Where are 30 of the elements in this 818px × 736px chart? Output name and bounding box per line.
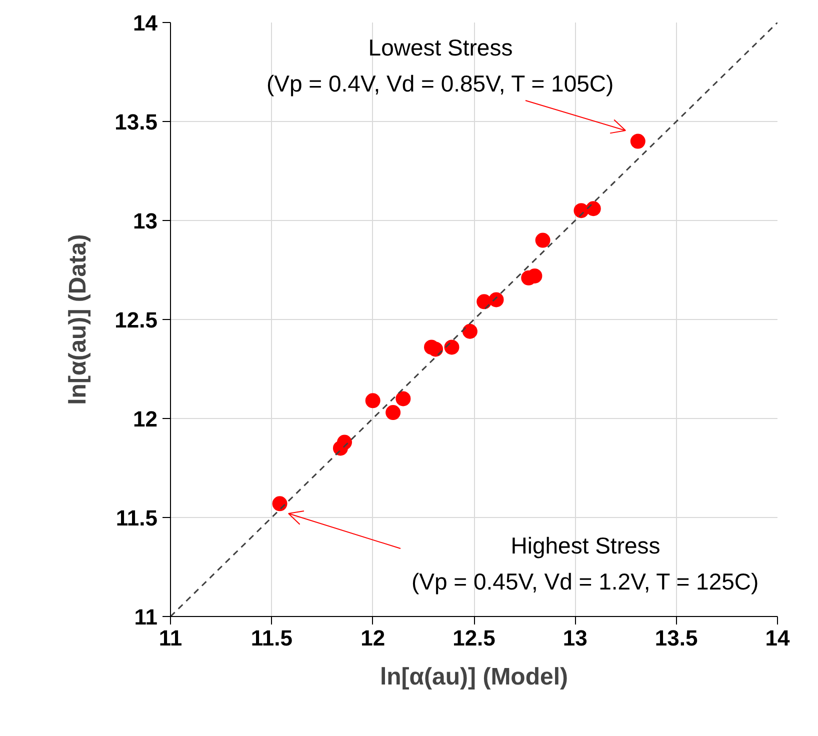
y-axis-title: ln[α(au)] (Data) (64, 234, 92, 405)
annotation: Highest Stress (Vp = 0.45V, Vd = 1.2V, T = 125C) (411, 532, 759, 594)
point (586, 201, 601, 216)
x-tick-label: 13.5 (654, 626, 698, 650)
point (428, 342, 444, 357)
x-tick-label: 12.5 (452, 626, 496, 650)
annotation: Lowest Stress (Vp = 0.4V, Vd = 0.85V, T = 105C) (266, 34, 614, 96)
point (488, 292, 504, 308)
point (337, 434, 352, 450)
point (462, 324, 478, 339)
x-tick-label: 14 (765, 626, 790, 650)
x-tick-label: 11.5 (250, 626, 292, 650)
y-tick-label: 11.5 (116, 506, 158, 530)
x-tick-label: 12 (360, 626, 386, 650)
y-tick-label: 14 (133, 10, 158, 36)
point (630, 134, 646, 149)
x-axis-title: ln[α(au)] (Model) (380, 664, 568, 690)
point (386, 405, 401, 420)
point (272, 496, 288, 512)
x-tick-label: 13 (562, 626, 588, 650)
point (365, 393, 380, 408)
y-tick-label: 11 (134, 604, 158, 630)
point (396, 391, 411, 406)
x-tick-label: 11 (158, 626, 182, 650)
point (444, 340, 460, 355)
point (535, 232, 550, 248)
y-tick-label: 13.5 (114, 110, 158, 134)
y-tick-label: 12 (133, 406, 158, 432)
y-tick-label: 12.5 (114, 308, 158, 332)
y-tick-label: 13 (133, 208, 158, 234)
